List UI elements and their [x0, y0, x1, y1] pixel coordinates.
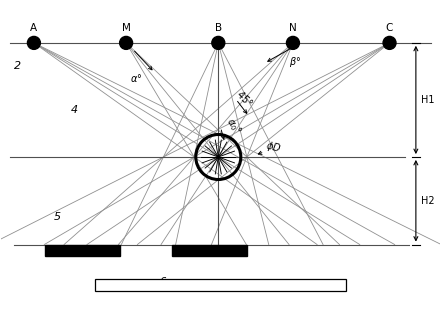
Bar	[45, 245, 120, 257]
Text: A: A	[30, 24, 37, 33]
Text: 6: 6	[159, 277, 166, 287]
Text: $\beta°$: $\beta°$	[288, 55, 301, 69]
Text: 5: 5	[54, 212, 61, 221]
Text: N: N	[289, 24, 297, 33]
Circle shape	[383, 36, 396, 49]
Text: $\alpha_0°$: $\alpha_0°$	[223, 116, 244, 137]
Circle shape	[287, 36, 299, 49]
Text: B: B	[215, 24, 222, 33]
Circle shape	[212, 36, 225, 49]
Text: C: C	[386, 24, 393, 33]
Text: 2: 2	[14, 62, 21, 72]
Text: H1: H1	[421, 95, 434, 105]
Circle shape	[120, 36, 133, 49]
Text: 4: 4	[71, 105, 78, 115]
Text: $45°$: $45°$	[234, 88, 255, 109]
Text: $\alpha°$: $\alpha°$	[131, 72, 143, 84]
Text: $\phi D$: $\phi D$	[265, 139, 283, 156]
Bar	[95, 279, 346, 291]
Text: H2: H2	[421, 196, 434, 206]
Bar	[172, 245, 247, 257]
Text: M: M	[122, 24, 131, 33]
Circle shape	[27, 36, 41, 49]
